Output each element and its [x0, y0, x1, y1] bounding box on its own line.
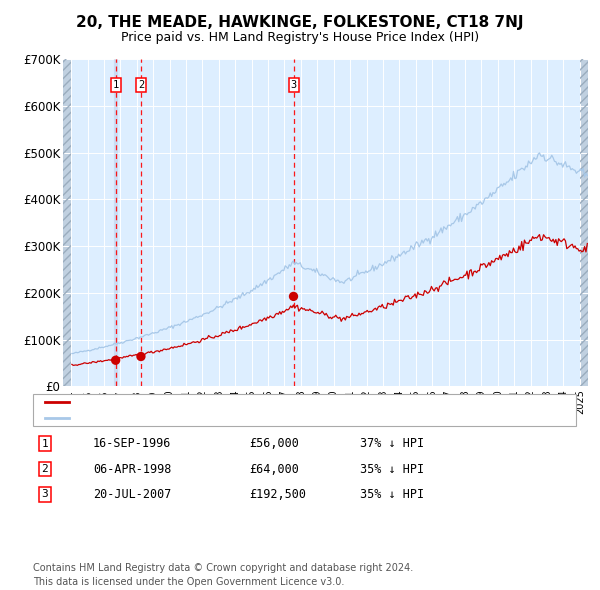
- Text: 16-SEP-1996: 16-SEP-1996: [93, 437, 172, 450]
- Bar: [580, 59, 588, 386]
- Text: £56,000: £56,000: [249, 437, 299, 450]
- Bar: [580, 59, 588, 386]
- Bar: [63, 59, 71, 386]
- Text: 06-APR-1998: 06-APR-1998: [93, 463, 172, 476]
- Text: 35% ↓ HPI: 35% ↓ HPI: [360, 463, 424, 476]
- Text: 20, THE MEADE, HAWKINGE, FOLKESTONE, CT18 7NJ (detached house): 20, THE MEADE, HAWKINGE, FOLKESTONE, CT1…: [72, 398, 440, 407]
- Bar: [63, 59, 71, 386]
- Text: Price paid vs. HM Land Registry's House Price Index (HPI): Price paid vs. HM Land Registry's House …: [121, 31, 479, 44]
- Text: 1: 1: [113, 80, 119, 90]
- Text: 2: 2: [138, 80, 144, 90]
- Text: 1: 1: [41, 439, 49, 448]
- Text: 35% ↓ HPI: 35% ↓ HPI: [360, 488, 424, 501]
- Text: 20-JUL-2007: 20-JUL-2007: [93, 488, 172, 501]
- Text: 3: 3: [41, 490, 49, 499]
- Point: [136, 352, 146, 361]
- Point: [289, 291, 298, 301]
- Text: 3: 3: [290, 80, 296, 90]
- Text: £192,500: £192,500: [249, 488, 306, 501]
- Text: HPI: Average price, detached house, Folkestone and Hythe: HPI: Average price, detached house, Folk…: [72, 414, 378, 423]
- Text: £64,000: £64,000: [249, 463, 299, 476]
- Point: [111, 356, 121, 365]
- Text: 20, THE MEADE, HAWKINGE, FOLKESTONE, CT18 7NJ: 20, THE MEADE, HAWKINGE, FOLKESTONE, CT1…: [76, 15, 524, 30]
- Text: Contains HM Land Registry data © Crown copyright and database right 2024.
This d: Contains HM Land Registry data © Crown c…: [33, 563, 413, 587]
- Text: 37% ↓ HPI: 37% ↓ HPI: [360, 437, 424, 450]
- Text: 2: 2: [41, 464, 49, 474]
